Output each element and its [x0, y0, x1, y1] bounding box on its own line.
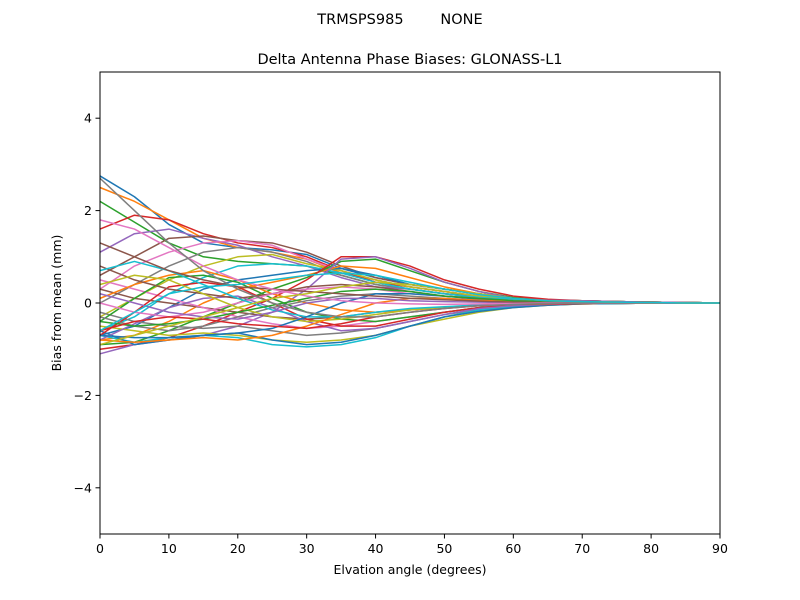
x-tick-label: 90: [712, 541, 728, 556]
series-line-3: [99, 200, 721, 304]
x-tick-label: 10: [161, 541, 177, 556]
y-tick-label: −2: [74, 388, 92, 403]
series-layer: [99, 175, 721, 355]
x-tick-label: 30: [299, 541, 315, 556]
x-axis: 0 10 20 30 40 50 60 70 80 90: [96, 534, 728, 556]
chart-suptitle: TRMSPS985 NONE: [316, 12, 482, 28]
y-tick-label: 4: [84, 111, 92, 126]
y-tick-label: 0: [84, 296, 92, 311]
x-tick-label: 80: [643, 541, 659, 556]
x-tick-label: 70: [574, 541, 590, 556]
x-axis-label: Elvation angle (degrees): [333, 562, 486, 577]
x-tick-label: 20: [230, 541, 246, 556]
y-tick-label: 2: [84, 203, 92, 218]
y-tick-label: −4: [74, 480, 92, 495]
series-line-9: [99, 253, 721, 318]
y-axis: −4 −2 0 2 4: [74, 111, 100, 495]
y-axis-label: Bias from mean (mm): [49, 235, 64, 372]
chart-title: Delta Antenna Phase Biases: GLONASS-L1: [257, 52, 562, 68]
series-line-38: [99, 177, 720, 318]
x-tick-label: 60: [505, 541, 521, 556]
x-tick-label: 0: [96, 541, 104, 556]
series-line-40: [99, 272, 720, 332]
x-tick-label: 50: [436, 541, 452, 556]
x-tick-label: 40: [368, 541, 384, 556]
